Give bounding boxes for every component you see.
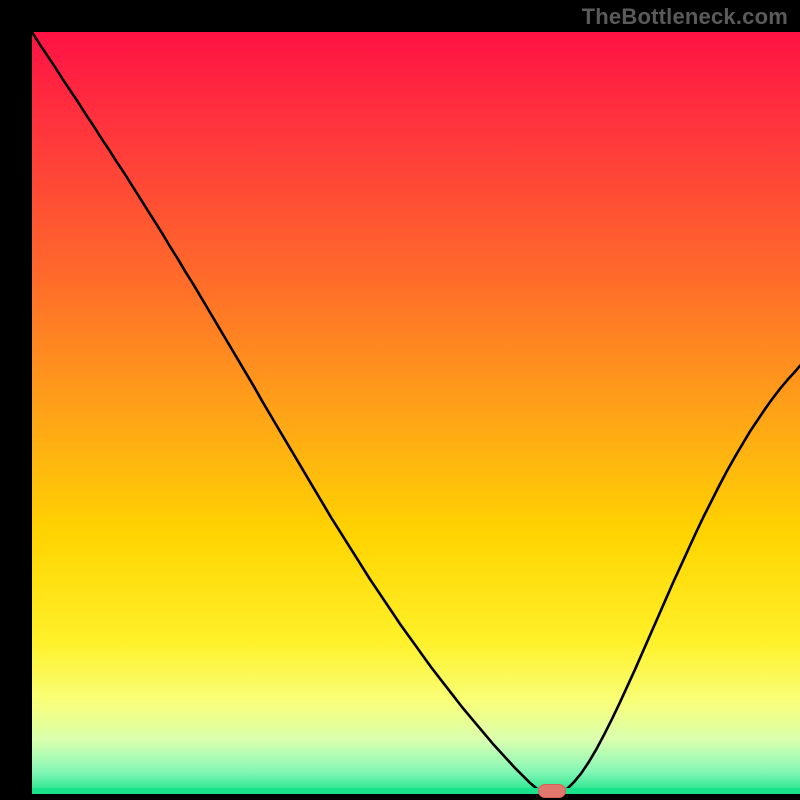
plot-area [32,32,800,794]
gradient-background [32,32,800,794]
chart-svg [32,32,800,794]
chart-container: TheBottleneck.com [0,0,800,800]
min-marker [538,784,566,798]
baseline-strip [32,788,800,794]
watermark-text: TheBottleneck.com [582,4,788,30]
